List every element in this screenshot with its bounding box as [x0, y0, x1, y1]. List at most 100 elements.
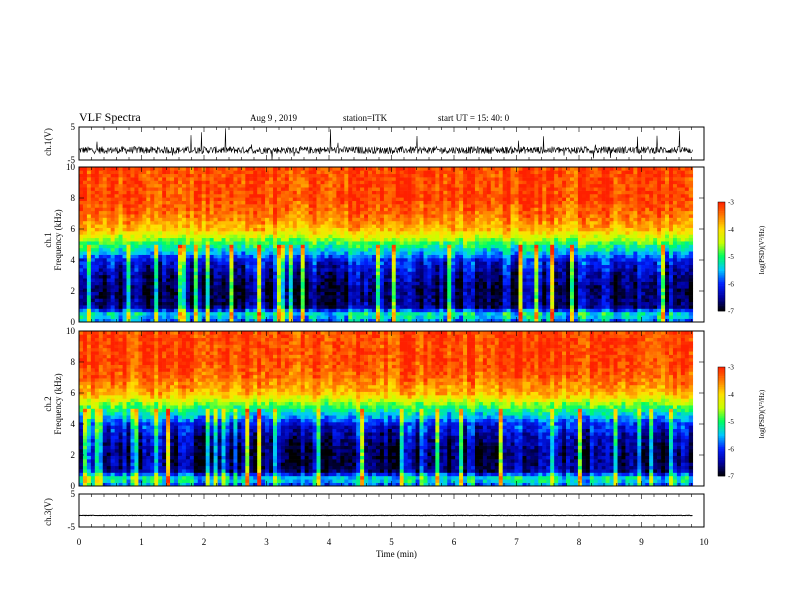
spectrogram-cell	[312, 301, 317, 306]
spectrogram-cell	[467, 271, 472, 276]
spectrogram-cell	[138, 278, 143, 282]
spectrogram-cell	[166, 318, 171, 323]
spectrogram-cell	[502, 210, 507, 215]
spectrogram-cell	[443, 193, 448, 198]
spectrogram-cell	[391, 170, 397, 175]
spectrogram-cell	[482, 305, 488, 309]
spectrogram-cell	[447, 234, 452, 239]
spectrogram-cell	[300, 190, 305, 195]
spectrogram-cell	[213, 257, 218, 262]
spectrogram-cell	[106, 177, 111, 181]
spectrogram-cell	[498, 311, 503, 316]
spectrogram-cell	[265, 318, 270, 323]
spectrogram-cell	[257, 274, 262, 279]
spectrogram-cell	[498, 301, 503, 306]
spectrogram-cell	[356, 180, 361, 185]
spectrogram-cell	[379, 244, 385, 249]
spectrogram-cell	[490, 281, 496, 286]
spectrogram-cell	[300, 210, 305, 215]
spectrogram-cell	[455, 204, 460, 208]
spectrogram-cell	[391, 281, 397, 286]
spectrogram-cell	[316, 167, 321, 171]
spectrogram-cell	[110, 308, 115, 313]
spectrogram-cell	[486, 298, 492, 303]
spectrogram-cell	[387, 167, 393, 171]
spectrogram-cell	[411, 187, 416, 191]
spectrogram-cell	[265, 311, 270, 316]
spectrogram-cell	[320, 167, 325, 171]
spectrogram-cell	[174, 274, 179, 279]
spectrogram-cell	[130, 190, 135, 195]
spectrogram-cell	[241, 274, 246, 279]
spectrogram-cell	[181, 170, 187, 175]
spectrogram-cell	[292, 204, 298, 208]
spectrogram-cell	[110, 301, 115, 306]
spectrogram-cell	[336, 281, 341, 286]
spectrogram-cell	[292, 298, 298, 303]
spectrogram-cell	[106, 257, 111, 262]
spectrogram-cell	[142, 214, 147, 218]
spectrogram-cell	[403, 271, 408, 276]
spectrogram-cell	[324, 315, 329, 319]
spectrogram-cell	[205, 305, 210, 309]
spectrogram-cell	[443, 257, 448, 262]
spectrogram-cell	[185, 311, 191, 316]
spectrogram-cell	[308, 207, 313, 212]
spectrogram-cell	[181, 244, 187, 249]
spectrogram-cell	[411, 231, 416, 235]
spectrogram-cell	[360, 274, 365, 279]
spectrogram-cell	[443, 278, 448, 282]
spectrogram-cell	[110, 220, 115, 225]
spectrogram-cell	[280, 237, 286, 242]
spectrogram-cell	[443, 237, 448, 242]
spectrogram-cell	[90, 197, 96, 201]
spectrogram-cell	[328, 177, 333, 181]
spectrogram-cell	[261, 224, 266, 228]
spectrogram-cell	[90, 315, 96, 319]
spectrogram-cell	[364, 217, 369, 222]
spectrogram-cell	[221, 204, 226, 208]
spectrogram-cell	[403, 173, 408, 178]
spectrogram-cell	[467, 251, 472, 255]
spectrogram-cell	[296, 183, 302, 188]
spectrogram-cell	[106, 301, 111, 306]
spectrogram-cell	[284, 251, 290, 255]
spectrogram-cell	[257, 315, 262, 319]
spectrogram-cell	[467, 257, 472, 262]
spectrogram-cell	[102, 257, 108, 262]
spectrogram-cell	[379, 237, 385, 242]
spectrogram-cell	[312, 257, 317, 262]
spectrogram-cell	[463, 288, 468, 292]
spectrogram-cell	[82, 257, 88, 262]
spectrogram-cell	[506, 311, 511, 316]
spectrogram-cell	[344, 217, 349, 222]
spectrogram-cell	[229, 281, 234, 286]
spectrogram-cell	[189, 254, 195, 259]
spectrogram-cell	[364, 200, 369, 205]
spectrogram-cell	[498, 288, 503, 292]
spectrogram-cell	[411, 261, 416, 266]
spectrogram-cell	[419, 217, 424, 222]
spectrogram-cell	[154, 187, 159, 191]
spectrogram-cell	[138, 301, 143, 306]
spectrogram-cell	[447, 257, 452, 262]
spectrogram-cell	[352, 227, 357, 232]
spectrogram-cell	[435, 200, 440, 205]
spectrogram-cell	[431, 207, 436, 212]
spectrogram-cell	[174, 190, 179, 195]
spectrogram-cell	[185, 180, 191, 185]
spectrogram-cell	[213, 247, 218, 252]
spectrogram-cell	[269, 271, 274, 276]
spectrogram-cell	[221, 311, 226, 316]
spectrogram-cell	[320, 190, 325, 195]
spectrogram-cell	[419, 274, 424, 279]
spectrogram-cell	[241, 318, 246, 323]
spectrogram-cell	[110, 264, 115, 269]
spectrogram-cell	[431, 264, 436, 269]
spectrogram-cell	[423, 187, 428, 191]
spectrogram-cell	[102, 167, 108, 171]
spectrogram-cell	[340, 241, 345, 245]
spectrogram-cell	[340, 193, 345, 198]
spectrogram-cell	[471, 264, 476, 269]
spectrogram-cell	[134, 210, 139, 215]
